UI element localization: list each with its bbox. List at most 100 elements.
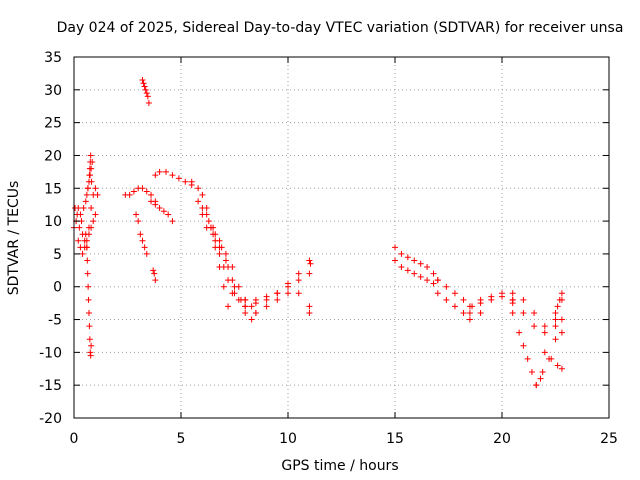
data-point [306, 257, 313, 264]
data-point [75, 237, 82, 244]
data-point [392, 257, 398, 264]
data-point [558, 365, 565, 372]
data-point [434, 290, 441, 297]
data-point [509, 309, 516, 316]
data-point [210, 224, 217, 231]
data-point [520, 296, 527, 303]
data-point [554, 303, 561, 310]
data-point [141, 83, 148, 90]
data-point [430, 270, 437, 277]
data-point [248, 316, 255, 323]
y-tick-label: 0 [53, 280, 62, 296]
data-point [83, 191, 90, 198]
data-point [509, 290, 516, 297]
series-band-15-17 [392, 244, 441, 284]
series-trough-8.5-11 [252, 277, 313, 316]
data-point [424, 277, 431, 284]
data-point [139, 185, 146, 192]
data-point [398, 250, 405, 257]
axis-ticks [73, 56, 610, 419]
data-point [451, 303, 458, 310]
data-point [398, 264, 405, 271]
data-point [85, 296, 92, 303]
data-point [306, 270, 313, 277]
data-point [411, 257, 418, 264]
data-point [143, 90, 150, 97]
y-tick-label: 5 [53, 247, 62, 263]
y-tick-label: 15 [44, 181, 62, 197]
data-point [88, 204, 95, 211]
data-point [188, 178, 195, 185]
series-early-drop [82, 231, 95, 359]
series-band-6.5-8.5 [210, 224, 259, 316]
data-point [404, 254, 411, 261]
series-small-3.7 [150, 267, 159, 284]
data-point [295, 270, 302, 277]
x-tick-label: 0 [70, 431, 79, 447]
data-point [274, 296, 281, 303]
x-tick-label: 20 [493, 431, 511, 447]
data-point [74, 211, 81, 218]
series-band-17-19 [434, 277, 484, 316]
data-point [554, 362, 561, 369]
data-point [242, 309, 249, 316]
series-trough-7.5-11 [231, 270, 313, 303]
plot-frame [73, 56, 610, 419]
data-point [222, 257, 229, 264]
data-point [81, 244, 88, 251]
x-tick-label: 5 [177, 431, 186, 447]
data-point [86, 336, 93, 343]
series-dot-11 [306, 257, 314, 267]
data-point [143, 250, 150, 257]
data-point [163, 168, 170, 175]
series-band-6.2-8.3 [203, 224, 255, 323]
data-point [85, 283, 92, 290]
data-point [152, 201, 159, 208]
data-point [466, 303, 473, 310]
data-point [92, 185, 99, 192]
data-point [263, 303, 270, 310]
data-point [86, 323, 93, 330]
y-tick-label: 20 [44, 148, 62, 164]
data-point [242, 303, 249, 310]
data-point [216, 244, 223, 251]
data-point [88, 342, 95, 349]
data-point [92, 211, 99, 218]
data-point [229, 264, 236, 271]
data-point [509, 296, 516, 303]
data-point [411, 270, 418, 277]
data-point [552, 309, 559, 316]
data-point [88, 224, 95, 231]
grid-lines [74, 57, 609, 418]
data-point [88, 165, 95, 172]
x-tick-label: 15 [386, 431, 404, 447]
data-point [199, 191, 206, 198]
x-tick-labels: 0 5 10 15 20 25 [70, 431, 618, 447]
data-point [85, 231, 92, 238]
data-point [88, 178, 95, 185]
data-point [477, 300, 484, 307]
data-point [150, 267, 157, 274]
data-point [466, 309, 473, 316]
data-point [404, 267, 411, 274]
data-point [76, 224, 83, 231]
series-arc-3.8-5.5 [152, 168, 195, 188]
data-point [141, 244, 148, 251]
data-point [152, 277, 159, 284]
data-point [252, 309, 259, 316]
series-arc-3.7-4.6 [148, 198, 176, 225]
data-point [79, 250, 86, 257]
x-tick-label: 10 [279, 431, 297, 447]
data-point [135, 218, 142, 225]
y-tick-label: -10 [39, 345, 62, 361]
data-point [85, 309, 92, 316]
data-point [552, 316, 559, 323]
data-point [225, 303, 232, 310]
series-wave-18.5-20.5-b [466, 293, 516, 310]
data-point [252, 300, 259, 307]
data-point [556, 296, 563, 303]
data-point [417, 260, 424, 267]
series-trough-8-11 [242, 283, 313, 310]
data-point [531, 323, 538, 330]
data-point [143, 188, 150, 195]
